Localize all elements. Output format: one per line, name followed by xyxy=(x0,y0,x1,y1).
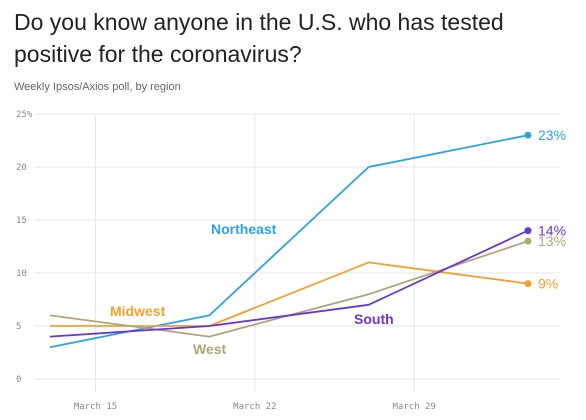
series-line-west xyxy=(49,240,529,338)
series-endpoint-west xyxy=(524,237,532,245)
series-name-label-midwest: Midwest xyxy=(110,303,166,319)
series-end-label-northeast: 23% xyxy=(538,127,566,143)
series-end-label-midwest: 9% xyxy=(538,276,558,292)
series-labels: 23% Northeast 9% Midwest 13% West 14% South xyxy=(110,127,566,357)
y-tick-label: 15 xyxy=(16,216,27,226)
y-tick-label: 25% xyxy=(16,110,33,120)
series-endpoint-midwest xyxy=(524,280,532,288)
series-lines xyxy=(49,131,532,349)
y-tick-label: 5 xyxy=(16,322,21,332)
series-end-label-west: 13% xyxy=(538,233,566,249)
grid: 0 5 10 15 20 25% March 15 March 22 March 29 xyxy=(16,110,560,412)
series-line-south xyxy=(49,229,529,338)
series-name-label-northeast: Northeast xyxy=(211,221,277,237)
series-endpoint-south xyxy=(524,227,532,235)
series-name-label-south: South xyxy=(354,311,394,327)
series-name-label-west: West xyxy=(193,341,227,357)
chart-subtitle: Weekly Ipsos/Axios poll, by region xyxy=(14,81,181,93)
x-tick-label: March 15 xyxy=(74,402,117,412)
x-tick-label: March 29 xyxy=(393,402,436,412)
y-tick-label: 10 xyxy=(16,269,27,279)
series-end-label-south: 14% xyxy=(538,223,566,239)
y-tick-label: 20 xyxy=(16,163,27,173)
series-endpoint-northeast xyxy=(524,131,532,139)
x-tick-label: March 22 xyxy=(233,402,276,412)
y-tick-label: 0 xyxy=(16,375,21,385)
chart-title: Do you know anyone in the U.S. who has t… xyxy=(14,9,504,67)
